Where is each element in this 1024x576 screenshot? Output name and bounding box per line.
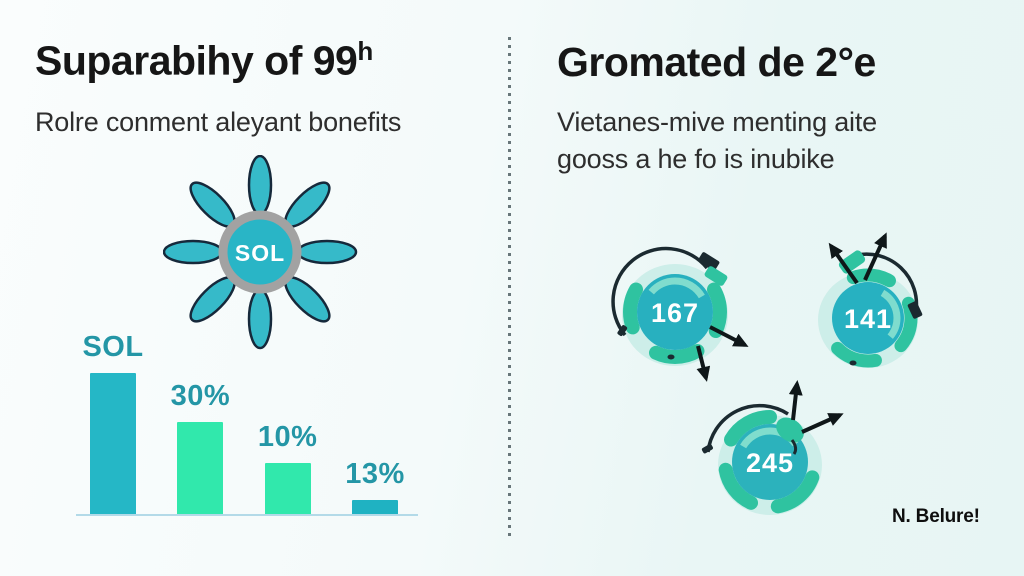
arrow-up-right bbox=[801, 413, 844, 434]
left-title-text: Suparabihy of 99 bbox=[35, 37, 358, 84]
sun-center-label: SOL bbox=[235, 240, 285, 266]
gear-value-245: 245 bbox=[746, 448, 794, 478]
right-panel-title: Gromated de 2°e bbox=[557, 39, 876, 85]
right-subtitle-line2: gooss a he fo is inubike bbox=[557, 144, 835, 174]
bar-value-label: SOL bbox=[82, 331, 144, 363]
bar-value-label: 30% bbox=[170, 380, 231, 412]
right-panel-subtitle: Vietanes-mive menting aite gooss a he fo… bbox=[557, 104, 877, 178]
gear-value-141: 141 bbox=[844, 304, 892, 334]
rotation-arc bbox=[611, 246, 709, 337]
bar-column: 10% bbox=[258, 421, 317, 516]
gear-value-167: 167 bbox=[651, 298, 699, 328]
rotation-arc bbox=[706, 403, 789, 453]
bar bbox=[177, 422, 224, 516]
bar-chart: SOL 30% 10% 13% bbox=[82, 331, 404, 516]
footer-credit: N. Belure! bbox=[892, 506, 980, 527]
bar bbox=[90, 373, 136, 516]
chart-baseline bbox=[76, 514, 418, 516]
bar bbox=[264, 463, 311, 516]
arrow-down-right bbox=[709, 325, 749, 347]
bar-column: 30% bbox=[171, 380, 230, 516]
arrow-up-right bbox=[863, 232, 887, 281]
gear-circle-167-icon: 167 bbox=[611, 246, 749, 382]
panel-divider bbox=[508, 37, 511, 538]
arrow-up-left bbox=[828, 242, 859, 285]
rotation-arc bbox=[856, 252, 919, 312]
gear-circle-141-icon: 141 bbox=[818, 232, 923, 368]
left-title-superscript: h bbox=[357, 36, 373, 66]
bar-value-label: 10% bbox=[257, 421, 318, 453]
bar-column: 13% bbox=[345, 458, 404, 516]
bar-column: SOL bbox=[82, 331, 143, 516]
sun-icon: SOL bbox=[163, 155, 358, 350]
arrow-up bbox=[788, 380, 803, 421]
bar-value-label: 13% bbox=[345, 458, 405, 490]
right-subtitle-line1: Vietanes-mive menting aite bbox=[557, 107, 877, 137]
bar bbox=[351, 500, 398, 516]
arrow-down bbox=[696, 345, 711, 382]
gear-circle-245-icon: 245 bbox=[701, 380, 844, 515]
left-panel-subtitle: Rolre conment aleyant bonefits bbox=[35, 107, 402, 137]
left-panel-title: Suparabihy of 99h bbox=[35, 36, 373, 85]
